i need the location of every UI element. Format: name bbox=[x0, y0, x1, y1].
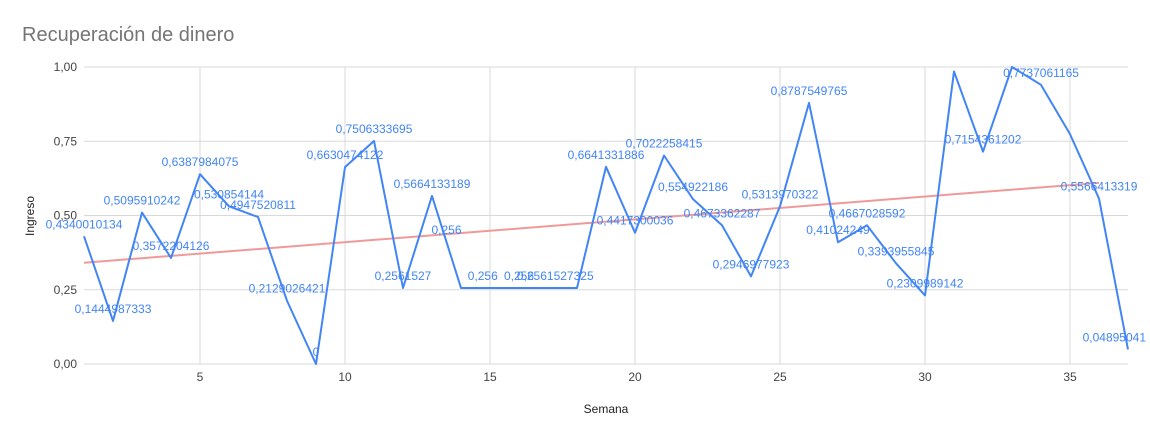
x-axis-ticks: 5 10 15 20 25 30 35 bbox=[197, 370, 1077, 384]
y-tick-label: 0,25 bbox=[54, 283, 78, 297]
x-tick-label: 15 bbox=[483, 370, 497, 384]
y-tick-label: 0,00 bbox=[54, 357, 78, 371]
data-label: 0,256 bbox=[431, 223, 461, 237]
data-label: 0,554922186 bbox=[658, 180, 728, 194]
data-label: 0,8787549765 bbox=[771, 84, 848, 98]
data-label: 0,1444987333 bbox=[75, 302, 152, 316]
x-axis-label: Semana bbox=[584, 402, 629, 416]
data-label: 0,3393955845 bbox=[858, 244, 935, 258]
data-label: 0,4947520811 bbox=[220, 198, 296, 212]
series-line bbox=[83, 66, 1129, 365]
grid-lines bbox=[84, 66, 1128, 365]
x-tick-label: 25 bbox=[773, 370, 787, 384]
data-label: 0,2561527325 bbox=[517, 269, 594, 283]
data-label: 0,6387984075 bbox=[162, 155, 239, 169]
data-label: 0,5664133189 bbox=[394, 177, 471, 191]
x-tick-label: 5 bbox=[197, 370, 204, 384]
data-label: 0,3572204126 bbox=[133, 239, 210, 253]
data-label: 0,4340010134 bbox=[46, 217, 123, 231]
y-axis-ticks: 0,00 0,25 0,50 0,75 1,00 bbox=[54, 60, 78, 371]
data-label: 0,7154361202 bbox=[945, 133, 1022, 147]
data-label: 0,2129026421 bbox=[249, 282, 326, 296]
data-label: 0,41024249 bbox=[806, 223, 870, 237]
data-label: 0,4417300036 bbox=[597, 214, 674, 228]
data-label: 0,530854144 bbox=[194, 187, 264, 201]
y-tick-label: 0,50 bbox=[54, 209, 78, 223]
data-label: 0,4667028592 bbox=[829, 206, 906, 220]
data-labels: 0,4340010134 0,1444987333 0,5095910242 0,35… bbox=[46, 66, 1147, 359]
chart-title: Recuperación de dinero bbox=[22, 24, 234, 46]
data-label: 0,04895041 bbox=[1083, 330, 1147, 344]
x-tick-label: 10 bbox=[338, 370, 352, 384]
data-label: 0,5566413319 bbox=[1061, 180, 1138, 194]
data-label: 0,256 bbox=[504, 269, 534, 283]
y-axis-label: Ingreso bbox=[23, 196, 37, 236]
x-tick-label: 30 bbox=[918, 370, 932, 384]
data-label: 0,7022258415 bbox=[626, 137, 703, 151]
data-label: 0,2309989142 bbox=[887, 276, 964, 290]
x-tick-label: 35 bbox=[1063, 370, 1077, 384]
data-label: 0,5313970322 bbox=[742, 187, 819, 201]
data-label: 0,6641331886 bbox=[568, 148, 645, 162]
data-label: 0,2946977923 bbox=[713, 257, 790, 271]
data-label: 0 bbox=[313, 345, 320, 359]
y-tick-label: 1,00 bbox=[54, 60, 78, 74]
trend-line bbox=[83, 181, 1100, 264]
data-label: 0,7506333695 bbox=[336, 122, 413, 136]
data-label: 0,2561527 bbox=[375, 269, 432, 283]
x-tick-label: 20 bbox=[628, 370, 642, 384]
y-tick-label: 0,75 bbox=[54, 134, 78, 148]
data-label: 0,6630474122 bbox=[307, 148, 384, 162]
data-label: 0,4673362287 bbox=[684, 206, 761, 220]
data-label: 0,5095910242 bbox=[104, 194, 181, 208]
data-label: 0,7737061165 bbox=[1003, 66, 1079, 80]
data-label: 0,256 bbox=[468, 269, 498, 283]
